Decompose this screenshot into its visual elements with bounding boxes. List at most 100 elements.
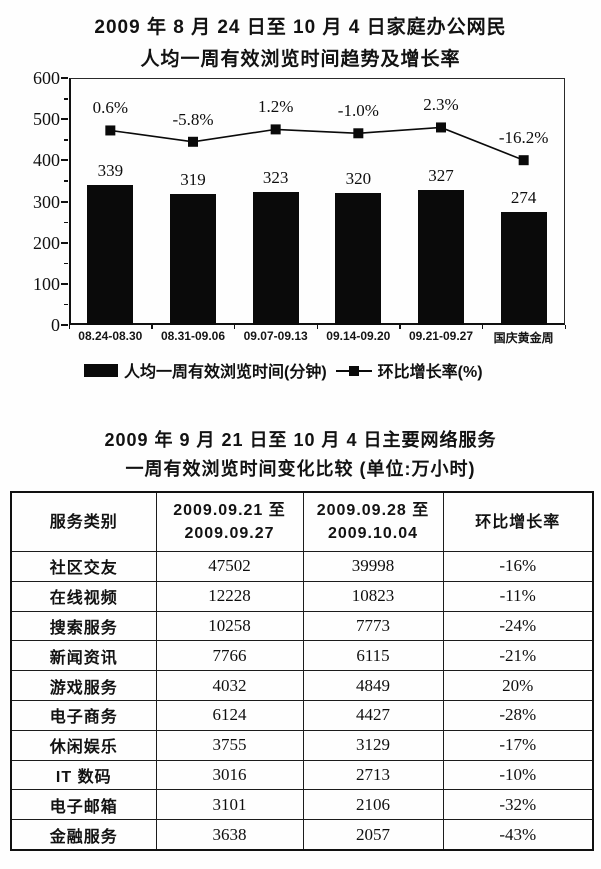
y-axis-major-tick [61, 282, 68, 285]
bar-value-label: 339 [97, 161, 124, 181]
bar-08.24-08.30 [87, 185, 134, 325]
y-axis-major-tick [61, 118, 68, 121]
chart-title-line2: 人均一周有效浏览时间趋势及增长率 [140, 49, 461, 70]
x-axis-tick [399, 325, 401, 329]
bar-value-label: 319 [180, 169, 206, 189]
growth-rate-label: -1.0% [337, 101, 379, 121]
y-axis-major-tick [61, 159, 68, 162]
bar-value-label: 274 [510, 188, 537, 208]
table-row: 游戏服务 4032 4849 20% [10, 670, 594, 701]
value-cell: -21% [442, 640, 594, 672]
y-axis-tick-label: 400 [33, 150, 60, 171]
value-cell: -10% [442, 759, 594, 791]
line-marker-国庆黄金周 [518, 155, 529, 166]
line-marker-09.14-09.20 [353, 128, 364, 139]
value-cell: 3129 [302, 729, 444, 761]
value-cell: 6124 [155, 699, 304, 731]
y-axis-tick-label: 600 [33, 68, 60, 88]
bar-08.31-09.06 [170, 193, 216, 325]
value-cell: 4032 [155, 670, 304, 701]
table-row: IT 数码 3016 2713 -10% [10, 759, 594, 791]
legend-label: 环比增长率(%) [377, 364, 483, 381]
value-cell: -16% [442, 551, 594, 582]
column-header: 2009.09.28 至 2009.10.04 [302, 491, 444, 552]
chart-title-line1: 2009 年 8 月 24 日至 10 月 4 日家庭办公网民 [94, 17, 507, 38]
legend-line-marker-swatch-icon [335, 364, 372, 377]
growth-rate-line [105, 122, 529, 166]
line-marker-09.07-09.13 [270, 124, 281, 135]
value-cell: -32% [442, 789, 594, 821]
y-axis-minor-tick [64, 98, 68, 100]
y-axis-minor-tick [64, 262, 68, 265]
value-cell: -28% [442, 699, 594, 731]
line-marker-09.21-09.27 [436, 122, 446, 133]
service-name-cell: 社区交友 [10, 551, 157, 582]
value-cell: 7773 [302, 610, 444, 642]
table-title-line2: 一周有效浏览时间变化比较 (单位:万小时) [125, 459, 476, 479]
table-row: 社区交友 47502 39998 -16% [10, 551, 594, 582]
value-cell: 39998 [302, 551, 444, 582]
y-axis-tick-label: 100 [33, 273, 60, 294]
growth-rate-label: 2.3% [423, 95, 459, 115]
bar-09.07-09.13 [252, 192, 299, 325]
y-axis-minor-tick [64, 303, 68, 306]
services-table-header: 服务类别 2009.09.21 至 2009.09.27 2009.09.28 至 20… [10, 491, 594, 552]
x-axis-tick [481, 325, 484, 329]
x-axis-label-09.07-09.13: 09.07-09.13 [243, 329, 308, 343]
x-axis-label-国庆黄金周: 国庆黄金周 [493, 331, 554, 345]
table-row: 搜索服务 10258 7773 -24% [10, 610, 594, 642]
value-cell: 3638 [155, 819, 304, 851]
legend-item: 环比增长率(%) [335, 358, 483, 382]
service-name-cell: 金融服务 [10, 819, 157, 851]
line-marker-08.24-08.30 [105, 125, 116, 136]
x-axis-label-09.21-09.27: 09.21-09.27 [408, 329, 474, 343]
value-cell: 7766 [155, 640, 304, 672]
service-name-cell: 游戏服务 [10, 670, 157, 701]
x-axis-label-09.14-09.20: 09.14-09.20 [326, 329, 391, 343]
y-axis-tick-label: 500 [33, 109, 60, 130]
table-row: 电子邮箱 3101 2106 -32% [10, 789, 594, 821]
x-axis-tick [564, 325, 566, 329]
x-axis-tick [151, 325, 153, 329]
x-axis-tick [68, 325, 70, 329]
value-cell: 2106 [302, 789, 444, 821]
x-axis-tick [316, 325, 318, 329]
bar-value-label: 323 [262, 168, 289, 188]
service-name-cell: 新闻资讯 [10, 640, 157, 672]
line-marker-08.31-09.06 [188, 136, 198, 147]
bar-value-label: 320 [345, 169, 372, 189]
table-title-line1: 2009 年 9 月 21 日至 10 月 4 日主要网络服务 [104, 430, 497, 450]
chart-legend: 人均一周有效浏览时间(分钟) 环比增长率(%) [84, 358, 483, 382]
column-header: 环比增长率 [442, 491, 594, 552]
value-cell: 3016 [155, 759, 304, 791]
growth-rate-label: -5.8% [172, 109, 214, 129]
value-cell: 2713 [302, 759, 444, 791]
value-cell: 10823 [302, 580, 444, 612]
table-row: 休闲娱乐 3755 3129 -17% [10, 729, 594, 761]
value-cell: -24% [442, 610, 594, 642]
value-cell: 20% [442, 670, 594, 701]
y-axis-major-tick [61, 77, 68, 79]
value-cell: 47502 [155, 551, 304, 582]
column-header: 2009.09.21 至 2009.09.27 [155, 491, 304, 552]
value-cell: 10258 [155, 610, 304, 642]
table-row: 金融服务 3638 2057 -43% [10, 819, 594, 851]
service-name-cell: 电子邮箱 [10, 789, 157, 821]
bar-09.21-09.27 [418, 190, 464, 325]
bar-国庆黄金周 [500, 212, 547, 325]
x-axis-label-08.31-09.06: 08.31-09.06 [160, 329, 226, 343]
legend-label: 人均一周有效浏览时间(分钟) [124, 364, 327, 381]
y-axis-tick-label: 0 [51, 315, 60, 335]
growth-rate-label: 1.2% [257, 97, 294, 117]
value-cell: -11% [442, 580, 594, 612]
growth-rate-label: 0.6% [92, 98, 129, 118]
column-header: 服务类别 [10, 491, 157, 552]
plot-area [69, 78, 565, 325]
bar-09.14-09.20 [335, 193, 382, 325]
table-row: 电子商务 6124 4427 -28% [10, 699, 594, 731]
y-axis-major-tick [61, 200, 68, 203]
y-axis-major-tick [61, 241, 68, 244]
x-axis-label-08.24-08.30: 08.24-08.30 [78, 329, 143, 343]
value-cell: 2057 [302, 819, 444, 851]
